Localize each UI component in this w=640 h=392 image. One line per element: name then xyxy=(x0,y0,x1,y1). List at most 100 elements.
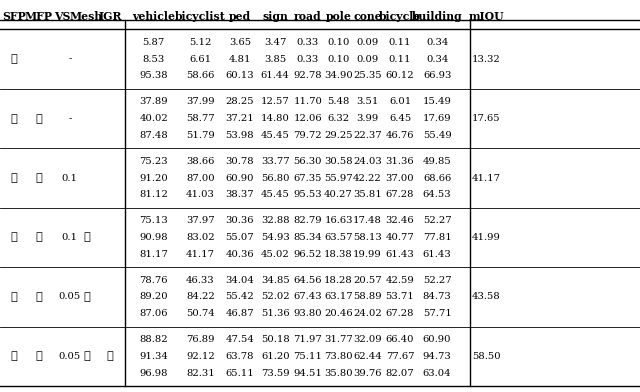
Text: ✓: ✓ xyxy=(11,351,17,361)
Text: 96.98: 96.98 xyxy=(140,368,168,377)
Text: 17.69: 17.69 xyxy=(423,114,451,123)
Text: 29.25: 29.25 xyxy=(324,131,353,140)
Text: 37.89: 37.89 xyxy=(140,98,168,107)
Text: 51.79: 51.79 xyxy=(186,131,214,140)
Text: 31.36: 31.36 xyxy=(386,157,414,166)
Text: 43.58: 43.58 xyxy=(472,292,500,301)
Text: 25.35: 25.35 xyxy=(353,71,381,80)
Text: 57.71: 57.71 xyxy=(423,309,451,318)
Text: 55.07: 55.07 xyxy=(226,233,254,242)
Text: vehicle: vehicle xyxy=(132,11,175,22)
Text: 45.45: 45.45 xyxy=(260,190,290,199)
Text: 6.45: 6.45 xyxy=(389,114,411,123)
Text: 77.81: 77.81 xyxy=(423,233,451,242)
Text: 34.04: 34.04 xyxy=(225,276,255,285)
Text: Mesh: Mesh xyxy=(70,11,103,22)
Text: 66.93: 66.93 xyxy=(423,71,451,80)
Text: 87.48: 87.48 xyxy=(140,131,168,140)
Text: 38.66: 38.66 xyxy=(186,157,214,166)
Text: 40.77: 40.77 xyxy=(386,233,414,242)
Text: ✓: ✓ xyxy=(11,54,17,64)
Text: 19.99: 19.99 xyxy=(353,250,381,259)
Text: 55.49: 55.49 xyxy=(423,131,451,140)
Text: 13.32: 13.32 xyxy=(472,54,500,64)
Text: 47.54: 47.54 xyxy=(225,335,255,344)
Text: 12.57: 12.57 xyxy=(261,98,289,107)
Text: ✓: ✓ xyxy=(35,232,42,243)
Text: ped: ped xyxy=(229,11,251,22)
Text: 32.09: 32.09 xyxy=(353,335,381,344)
Text: 58.13: 58.13 xyxy=(353,233,381,242)
Text: 49.85: 49.85 xyxy=(423,157,451,166)
Text: 88.82: 88.82 xyxy=(140,335,168,344)
Text: 50.18: 50.18 xyxy=(261,335,289,344)
Text: 52.27: 52.27 xyxy=(423,276,451,285)
Text: 11.70: 11.70 xyxy=(293,98,323,107)
Text: 46.76: 46.76 xyxy=(386,131,414,140)
Text: 92.12: 92.12 xyxy=(186,352,214,361)
Text: 4.81: 4.81 xyxy=(228,54,252,64)
Text: 51.36: 51.36 xyxy=(261,309,289,318)
Text: ✓: ✓ xyxy=(11,173,17,183)
Text: SFP: SFP xyxy=(2,11,26,22)
Text: 0.10: 0.10 xyxy=(328,54,349,64)
Text: 3.99: 3.99 xyxy=(356,114,378,123)
Text: 53.98: 53.98 xyxy=(226,131,254,140)
Text: 0.11: 0.11 xyxy=(388,54,412,64)
Text: 53.71: 53.71 xyxy=(386,292,414,301)
Text: 37.21: 37.21 xyxy=(226,114,254,123)
Text: 17.65: 17.65 xyxy=(472,114,500,123)
Text: 75.23: 75.23 xyxy=(140,157,168,166)
Text: 60.90: 60.90 xyxy=(423,335,451,344)
Text: ✓: ✓ xyxy=(35,351,42,361)
Text: 35.81: 35.81 xyxy=(353,190,381,199)
Text: 58.89: 58.89 xyxy=(353,292,381,301)
Text: 6.61: 6.61 xyxy=(189,54,211,64)
Text: 38.37: 38.37 xyxy=(226,190,254,199)
Text: 37.99: 37.99 xyxy=(186,98,214,107)
Text: 40.36: 40.36 xyxy=(226,250,254,259)
Text: 20.57: 20.57 xyxy=(353,276,381,285)
Text: 83.02: 83.02 xyxy=(186,233,214,242)
Text: 30.36: 30.36 xyxy=(226,216,254,225)
Text: 39.76: 39.76 xyxy=(353,368,381,377)
Text: 95.38: 95.38 xyxy=(140,71,168,80)
Text: 31.77: 31.77 xyxy=(324,335,353,344)
Text: 0.11: 0.11 xyxy=(388,38,412,47)
Text: 45.45: 45.45 xyxy=(260,131,290,140)
Text: sign: sign xyxy=(262,11,288,22)
Text: 73.59: 73.59 xyxy=(261,368,289,377)
Text: ✓: ✓ xyxy=(11,292,17,302)
Text: 67.28: 67.28 xyxy=(386,309,414,318)
Text: 91.34: 91.34 xyxy=(139,352,168,361)
Text: ✓: ✓ xyxy=(11,232,17,243)
Text: 55.97: 55.97 xyxy=(324,174,353,183)
Text: 60.12: 60.12 xyxy=(386,71,414,80)
Text: 16.63: 16.63 xyxy=(324,216,353,225)
Text: 24.02: 24.02 xyxy=(353,309,381,318)
Text: 18.38: 18.38 xyxy=(324,250,353,259)
Text: 87.06: 87.06 xyxy=(140,309,168,318)
Text: 60.13: 60.13 xyxy=(226,71,254,80)
Text: 34.90: 34.90 xyxy=(324,71,353,80)
Text: 82.07: 82.07 xyxy=(386,368,414,377)
Text: 66.40: 66.40 xyxy=(386,335,414,344)
Text: 32.46: 32.46 xyxy=(386,216,414,225)
Text: 82.79: 82.79 xyxy=(294,216,322,225)
Text: 61.44: 61.44 xyxy=(260,71,290,80)
Text: 17.48: 17.48 xyxy=(353,216,382,225)
Text: ✓: ✓ xyxy=(83,292,90,302)
Text: 24.03: 24.03 xyxy=(353,157,381,166)
Text: 78.76: 78.76 xyxy=(140,276,168,285)
Text: 12.06: 12.06 xyxy=(294,114,322,123)
Text: 64.53: 64.53 xyxy=(423,190,451,199)
Text: ✓: ✓ xyxy=(35,292,42,302)
Text: building: building xyxy=(412,11,463,22)
Text: 96.52: 96.52 xyxy=(294,250,322,259)
Text: 45.02: 45.02 xyxy=(261,250,289,259)
Text: 75.11: 75.11 xyxy=(293,352,323,361)
Text: 5.48: 5.48 xyxy=(328,98,349,107)
Text: 42.59: 42.59 xyxy=(386,276,414,285)
Text: -: - xyxy=(68,114,72,123)
Text: 77.67: 77.67 xyxy=(386,352,414,361)
